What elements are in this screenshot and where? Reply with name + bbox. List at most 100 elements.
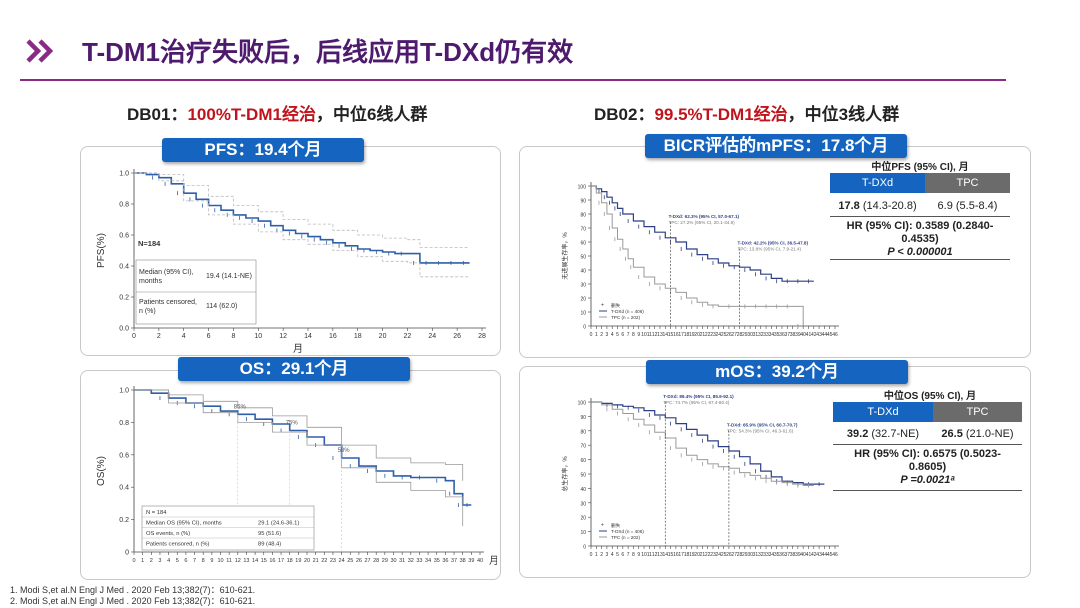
x-tick-label: 46 (832, 552, 838, 558)
x-tick-label: 15 (261, 558, 267, 564)
landmark-label: T-DXd: 65.9% (95% CI, 60.7-70.7) (727, 423, 798, 428)
landmark-label-tpc: TPC: 74.7% (95% CI, 67.4-80.4) (663, 400, 730, 405)
x-tick-label: 10 (217, 558, 223, 564)
x-tick-label: 20 (304, 558, 310, 564)
y-tick-label: 0 (583, 325, 586, 331)
x-tick-label: 10 (641, 552, 647, 558)
x-tick-label: 29 (742, 552, 748, 558)
x-tick-label: 45 (827, 552, 833, 558)
x-tick-label: 14 (252, 558, 258, 564)
y-tick-label: 20 (580, 297, 586, 303)
y-axis-label: OS(%) (96, 456, 107, 486)
x-tick-label: 2 (157, 333, 161, 340)
x-tick-label: 40 (477, 558, 483, 564)
x-tick-label: 37 (451, 558, 457, 564)
x-tick-label: 23 (710, 332, 716, 338)
y-tick-label: 0.6 (119, 233, 129, 240)
db01-os-chart: 00.20.40.60.81.00 1 2 3 4 5 6 7 8 9 10 11 12 13 14 15 16… (96, 386, 497, 567)
db01-pfs-chart: 0.00.20.40.60.81.00 2 4 6 8 10 12 14 16 18 20 22 24 2… (96, 169, 486, 354)
x-tick-label: 14 (662, 332, 668, 338)
legend-entry: TPC (n = 202) (611, 535, 640, 540)
x-tick-label: 40 (800, 552, 806, 558)
x-tick-label: 24 (428, 333, 436, 340)
x-tick-label: 34 (769, 332, 775, 338)
x-tick-label: 24 (716, 552, 722, 558)
landmark-label: T-DXd: 89.4% (95% CI, 85.9-92.1) (663, 394, 734, 399)
x-tick-label: 34 (769, 552, 775, 558)
x-tick-label: 43 (816, 332, 822, 338)
x-tick-label: 31 (399, 558, 405, 564)
x-tick-label: 13 (657, 552, 663, 558)
stat-label-2: months (139, 278, 162, 285)
x-tick-label: 7 (627, 552, 630, 558)
x-tick-label: 17 (678, 552, 684, 558)
x-tick-label: 7 (627, 332, 630, 338)
x-tick-label: 44 (822, 332, 828, 338)
landmark-label: 75% (286, 421, 299, 427)
x-tick-label: 15 (668, 332, 674, 338)
pfs-hr-line1: HR (95% CI): 0.3589 (0.2840- (846, 220, 994, 232)
x-tick-label: 33 (763, 552, 769, 558)
x-tick-label: 22 (321, 558, 327, 564)
legend-entry: T-DXd (n = 406) (611, 309, 644, 314)
legend-marker: + (601, 303, 604, 309)
x-tick-label: 7 (193, 558, 196, 564)
x-tick-label: 30 (747, 552, 753, 558)
x-tick-label: 28 (737, 552, 743, 558)
y-tick-label: 40 (580, 269, 586, 275)
x-tick-label: 31 (753, 552, 759, 558)
x-tick-label: 26 (356, 558, 362, 564)
y-tick-label: 90 (580, 199, 586, 205)
title-divider (20, 79, 1006, 81)
legend-entry: T-DXd (n = 406) (611, 529, 644, 534)
y-axis-label: 无进展生存率，% (561, 232, 569, 280)
x-tick-label: 30 (747, 332, 753, 338)
x-tick-label: 33 (416, 558, 422, 564)
y-tick-label: 0.0 (119, 326, 129, 333)
x-tick-label: 11 (226, 558, 232, 564)
y-tick-label: 50 (580, 255, 586, 261)
x-tick-label: 25 (347, 558, 353, 564)
x-tick-label: 23 (330, 558, 336, 564)
db01-subtitle: DB01：100%T-DM1经治，中位6线人群 (127, 100, 427, 125)
os-pill: OS：29.1个月 (178, 357, 410, 381)
db01-rest: ，中位6线人群 (315, 105, 428, 124)
x-tick-label: 18 (354, 333, 362, 340)
db01-label: DB01： (127, 105, 188, 124)
x-tick-label: 16 (673, 332, 679, 338)
x-tick-label: 26 (453, 333, 461, 340)
x-tick-label: 13 (657, 332, 663, 338)
x-tick-label: 40 (800, 332, 806, 338)
x-tick-label: 0 (590, 552, 593, 558)
x-tick-label: 36 (442, 558, 448, 564)
km-curve-series-1 (591, 185, 804, 326)
km-curve-series-0 (134, 389, 472, 506)
x-tick-label: 19 (295, 558, 301, 564)
x-tick-label: 27 (731, 552, 737, 558)
page-title: T-DM1治疗失败后，后线应用T-DXd仍有效 (82, 37, 574, 67)
stat-value: 19.4 (14.1-NE) (206, 273, 252, 280)
x-tick-label: 11 (647, 552, 652, 558)
x-tick-label: 18 (287, 558, 293, 564)
legend-entry: 删失 (611, 522, 621, 529)
pfs-hr-line2: 0.4535) (901, 233, 939, 245)
stat-value: 114 (62.0) (206, 303, 237, 310)
y-tick-label: 0.8 (119, 420, 129, 427)
km-curve-series-2 (134, 172, 470, 278)
x-tick-label: 9 (210, 558, 213, 564)
x-tick-label: 12 (235, 558, 241, 564)
x-tick-label: 35 (774, 332, 780, 338)
y-tick-label: 10 (580, 311, 586, 317)
x-tick-label: 15 (668, 552, 674, 558)
km-curve-series-1 (134, 172, 470, 248)
x-tick-label: 14 (662, 552, 668, 558)
km-curve-series-0 (134, 172, 470, 264)
pfs-col-tdxd: T-DXd (830, 173, 925, 193)
legend-entry: 删失 (611, 302, 621, 309)
x-tick-label: 12 (279, 333, 287, 340)
x-tick-label: 30 (390, 558, 396, 564)
stats-box (141, 505, 315, 551)
y-tick-label: 80 (580, 429, 586, 435)
